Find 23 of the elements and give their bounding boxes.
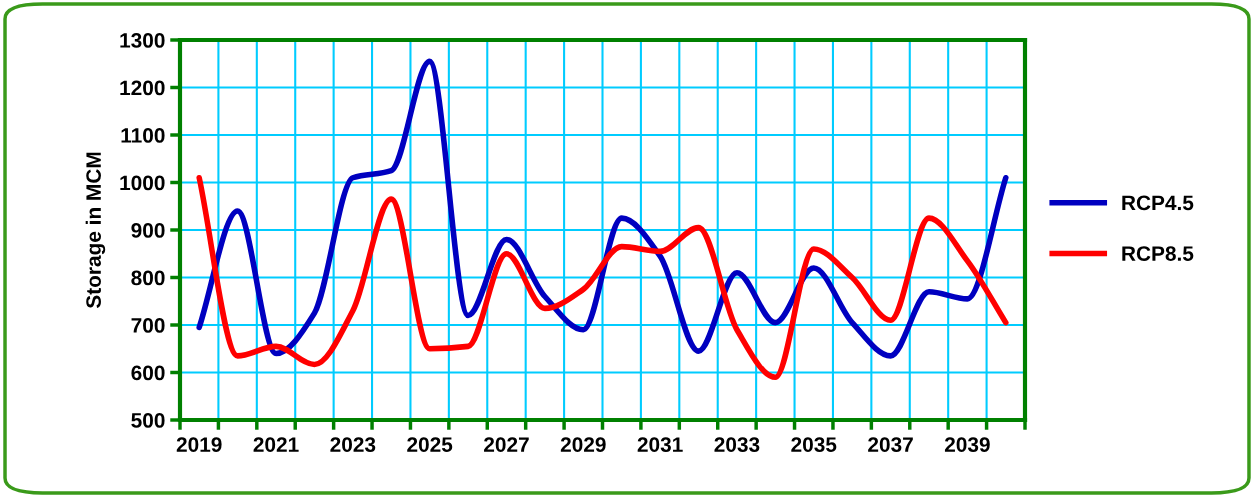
y-tick-label: 1300 <box>120 33 165 48</box>
y-tick-label: 1200 <box>120 80 165 96</box>
x-tick-label: 2021 <box>253 437 299 452</box>
y-tick-label: 600 <box>131 365 165 381</box>
x-tick-label: 2019 <box>176 437 222 452</box>
x-tick-label: 2027 <box>484 437 529 452</box>
legend-label: RCP8.5 <box>1122 246 1194 261</box>
x-tick-label: 2037 <box>868 437 913 452</box>
y-axis-title: Storage in MCM <box>85 152 106 309</box>
legend-label: RCP4.5 <box>1122 195 1194 211</box>
y-tick-label: 500 <box>131 413 165 428</box>
x-tick-label: 2035 <box>791 437 837 452</box>
y-tick-label: 1000 <box>120 175 165 191</box>
x-tick-label: 2023 <box>330 437 376 452</box>
y-tick-label: 800 <box>131 270 165 286</box>
y-tick-label: 1100 <box>121 128 165 143</box>
x-tick-label: 2025 <box>407 437 453 452</box>
x-tick-label: 2033 <box>714 437 760 452</box>
x-tick-label: 2039 <box>944 437 990 452</box>
y-tick-label: 900 <box>131 223 165 238</box>
y-tick-label: 700 <box>131 318 165 333</box>
x-tick-label: 2029 <box>560 437 606 452</box>
x-tick-label: 2031 <box>637 437 683 452</box>
